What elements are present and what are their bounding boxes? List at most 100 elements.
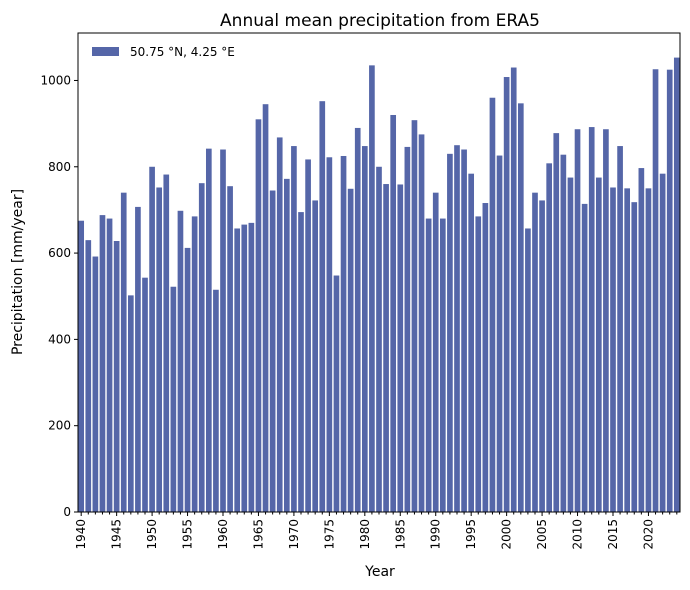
bar-1989 — [425, 218, 432, 512]
bar-2016 — [617, 146, 623, 512]
bar-1978 — [347, 188, 354, 512]
bar-2001 — [510, 67, 517, 513]
bar-1982 — [376, 166, 382, 512]
bar-series — [78, 57, 680, 513]
bar-1948 — [135, 206, 141, 512]
bar-1984 — [390, 114, 397, 513]
bar-1994 — [461, 149, 467, 512]
bar-1951 — [156, 187, 163, 513]
bar-1974 — [319, 101, 326, 513]
y-tick-label: 0 — [63, 505, 71, 519]
x-tick-label: 1950 — [145, 519, 159, 550]
bar-1965 — [255, 119, 262, 512]
y-axis-ticks: 0 200 400 600 800 1000 — [40, 73, 78, 519]
legend: 50.75 °N, 4.25 °E — [92, 45, 235, 59]
chart-title: Annual mean precipitation from ERA5 — [220, 11, 540, 31]
bar-2020 — [645, 188, 652, 512]
bar-1976 — [333, 275, 340, 512]
bar-1983 — [383, 184, 389, 513]
bar-2022 — [659, 173, 666, 512]
x-tick-label: 2015 — [606, 519, 620, 550]
bar-1945 — [113, 241, 120, 512]
bar-2023 — [666, 69, 673, 513]
bar-1967 — [269, 190, 276, 512]
bar-2005 — [539, 200, 545, 512]
bar-2018 — [631, 202, 638, 512]
bar-2004 — [532, 192, 538, 513]
bar-1995 — [468, 173, 475, 512]
bar-1970 — [291, 146, 297, 512]
bar-1943 — [99, 215, 106, 513]
x-axis-label: Year — [364, 564, 395, 580]
bar-1956 — [191, 216, 198, 512]
bar-2010 — [574, 129, 581, 513]
legend-label: 50.75 °N, 4.25 °E — [130, 45, 235, 59]
bar-2024 — [673, 57, 680, 512]
bar-1987 — [411, 120, 418, 513]
bar-1977 — [340, 155, 347, 513]
bar-1962 — [234, 228, 241, 513]
bar-1979 — [354, 127, 361, 512]
bar-1949 — [142, 277, 148, 512]
bar-2007 — [553, 133, 560, 512]
x-tick-label: 1960 — [216, 519, 230, 550]
bar-1947 — [127, 295, 134, 512]
bar-1950 — [149, 166, 155, 512]
y-tick-label: 600 — [48, 246, 71, 260]
bar-1968 — [276, 137, 283, 512]
bar-2012 — [588, 127, 595, 512]
bar-2006 — [546, 163, 553, 512]
bar-1941 — [85, 240, 92, 512]
x-tick-label: 1940 — [74, 519, 88, 550]
bar-1946 — [120, 192, 127, 513]
y-tick-label: 1000 — [40, 73, 71, 87]
x-tick-label: 1975 — [322, 519, 336, 550]
bar-2008 — [560, 154, 567, 512]
bar-1998 — [489, 97, 496, 512]
plot-frame — [77, 32, 681, 513]
bar-1996 — [475, 216, 482, 512]
bar-1957 — [198, 183, 205, 513]
bar-2002 — [517, 103, 524, 512]
bar-1986 — [404, 146, 411, 513]
bar-1958 — [205, 148, 212, 512]
x-tick-label: 2000 — [500, 519, 514, 550]
bar-1966 — [262, 104, 269, 512]
x-tick-label: 1985 — [393, 519, 407, 550]
bar-1944 — [106, 218, 113, 512]
legend-swatch — [92, 47, 119, 56]
bar-1942 — [92, 256, 99, 512]
bar-2014 — [603, 129, 609, 513]
bar-1972 — [305, 159, 311, 512]
bar-2021 — [652, 69, 659, 512]
x-tick-label: 1965 — [251, 519, 265, 550]
y-tick-label: 200 — [48, 419, 71, 433]
bar-1985 — [397, 184, 404, 512]
bar-1953 — [170, 286, 177, 512]
bar-1969 — [283, 178, 290, 513]
bar-1981 — [369, 65, 375, 513]
bar-1961 — [227, 186, 233, 512]
bar-1988 — [418, 134, 425, 512]
bar-1959 — [213, 289, 219, 512]
bar-1975 — [326, 157, 333, 512]
bar-1990 — [432, 192, 439, 513]
bar-1993 — [454, 145, 460, 512]
x-axis-ticks: 1940 1945 1950 1955 1960 1965 1970 1975 1980 1985… — [74, 512, 678, 550]
bar-2003 — [525, 228, 531, 513]
bar-2000 — [503, 77, 510, 513]
x-tick-label: 2005 — [535, 519, 549, 550]
y-tick-label: 800 — [48, 160, 71, 174]
x-tick-label: 1945 — [110, 519, 124, 550]
bar-1973 — [312, 200, 319, 512]
bar-1955 — [184, 247, 191, 512]
x-tick-label: 1990 — [429, 519, 443, 550]
bar-2019 — [638, 168, 645, 512]
bar-1980 — [361, 146, 368, 512]
bar-1940 — [78, 220, 85, 512]
bar-2017 — [624, 188, 631, 512]
bar-1960 — [220, 149, 226, 512]
x-tick-label: 1980 — [358, 519, 372, 550]
bar-2015 — [610, 187, 616, 513]
bar-2013 — [595, 177, 602, 512]
